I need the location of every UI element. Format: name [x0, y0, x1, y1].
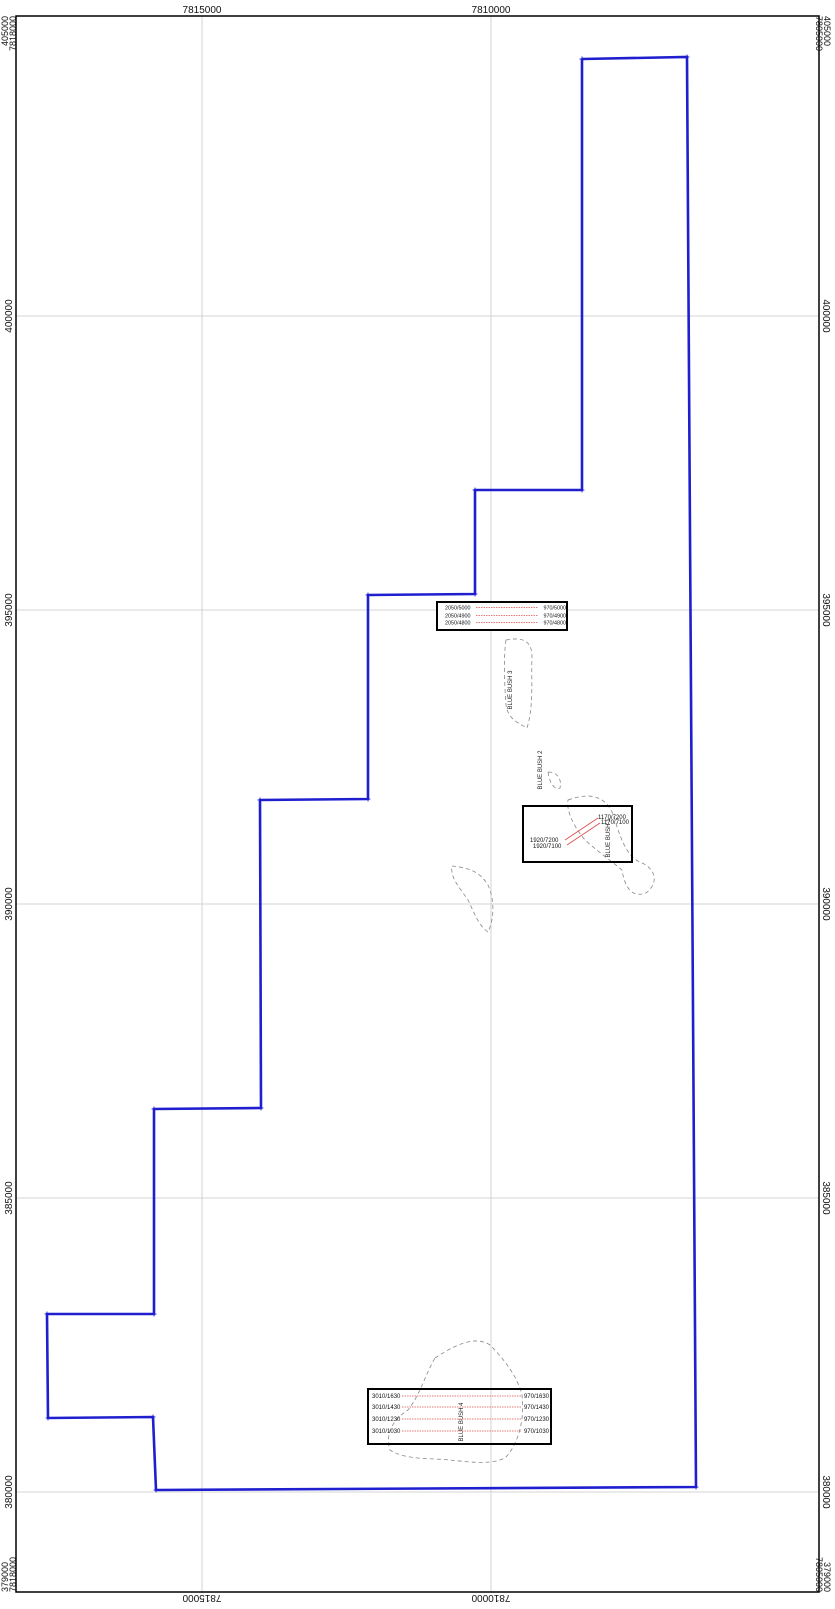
right-northing-label: 395000 [820, 593, 831, 627]
line-end-label: 970/1030 [524, 1429, 550, 1435]
boundary-vertex [44, 1311, 50, 1317]
corner-northing: 379000 [822, 1562, 832, 1592]
boundary-vertex [472, 591, 478, 597]
line-group-box [367, 1388, 552, 1445]
line-end-label: 970/4900 [544, 614, 566, 620]
right-northing-label: 385000 [820, 1181, 831, 1215]
line-group-middle: 1920/7200 1920/7100 1170/7200 1170/7100 [522, 805, 633, 863]
line-end-label: 970/1630 [524, 1394, 550, 1400]
boundary-vertex [365, 592, 371, 598]
left-northing-label: 400000 [4, 299, 15, 333]
boundary-vertex [151, 1106, 157, 1112]
boundary-vertex [151, 1311, 157, 1317]
left-northing-label: 395000 [4, 593, 15, 627]
survey-line [566, 822, 601, 846]
corner-northing: 379000 [0, 1562, 10, 1592]
right-northing-label: 390000 [820, 887, 831, 921]
boundary-vertex [257, 797, 263, 803]
boundary-vertex [150, 1414, 156, 1420]
line-group-box [436, 601, 568, 631]
line-start-label: 1920/7100 [533, 844, 562, 850]
area-label: BLUE BUSH 1 [606, 818, 612, 858]
area-label: BLUE BUSH 4 [459, 1402, 465, 1442]
grid [16, 16, 819, 1592]
boundary-vertex [365, 796, 371, 802]
line-start-label: 3010/1630 [372, 1394, 401, 1400]
boundary-vertex [684, 54, 690, 60]
line-start-label: 2050/5000 [445, 606, 470, 612]
line-start-label: 3010/1430 [372, 1405, 401, 1411]
line-start-label: 1920/7200 [530, 838, 559, 844]
corner-easting: 7818000 [8, 1557, 18, 1592]
area-label: BLUE BUSH 3 [508, 670, 514, 710]
blue-bush-2-outline [547, 771, 561, 789]
corner-label-top-left: 405000 7818000 [0, 16, 18, 51]
top-easting-label: 7810000 [472, 5, 511, 16]
corner-label-bottom-left: 379000 7818000 [0, 1557, 18, 1592]
line-start-label: 2050/4800 [445, 621, 470, 627]
corner-label-bottom-right: 379000 7805000 [814, 1557, 832, 1592]
corner-easting: 7805000 [814, 1557, 824, 1592]
line-end-label: 970/1430 [524, 1405, 550, 1411]
blue-bush-3-outline [504, 638, 533, 729]
bottom-easting-label: 7815000 [182, 1592, 221, 1603]
line-end-label: 1170/7100 [601, 820, 630, 826]
line-start-label: 3010/1230 [372, 1417, 401, 1423]
line-start-label: 3010/1030 [372, 1429, 401, 1435]
top-easting-label: 7815000 [183, 5, 222, 16]
corner-northing: 405000 [0, 16, 10, 46]
corner-label-top-right: 405000 7805000 [814, 16, 832, 51]
line-group-box [522, 805, 633, 863]
blue-bush-1-outline [567, 795, 655, 895]
corner-northing: 405000 [822, 16, 832, 46]
boundary-vertex [472, 487, 478, 493]
line-end-label: 970/5000 [544, 606, 566, 612]
line-end-label: 1170/7200 [598, 815, 627, 821]
unnamed-area-outline [451, 865, 494, 933]
line-end-label: 970/4800 [544, 621, 566, 627]
left-northing-label: 390000 [4, 887, 15, 921]
left-northing-label: 385000 [4, 1181, 15, 1215]
area-outlines [388, 638, 655, 1463]
line-group-bottom: 3010/1630 3010/1430 3010/1230 3010/1030 … [367, 1388, 552, 1445]
blue-bush-4-outline [388, 1340, 524, 1463]
left-northing-label: 380000 [4, 1475, 15, 1509]
line-end-label: 970/1230 [524, 1417, 550, 1423]
boundary-vertex [153, 1487, 159, 1493]
survey-line [564, 817, 599, 841]
boundary-vertex [579, 56, 585, 62]
line-start-label: 2050/4900 [445, 614, 470, 620]
boundary-vertex [579, 487, 585, 493]
area-label: BLUE BUSH 2 [538, 750, 544, 790]
corner-easting: 7818000 [8, 16, 18, 51]
map-frame [15, 15, 820, 1593]
boundary-vertex [258, 1105, 264, 1111]
boundary-vertex [693, 1484, 699, 1490]
right-northing-label: 380000 [820, 1475, 831, 1509]
right-northing-label: 400000 [820, 299, 831, 333]
tenement-vertices [44, 54, 699, 1493]
boundary-vertex [45, 1415, 51, 1421]
line-group-top: 2050/5000 2050/4900 2050/4800 970/5000 9… [436, 601, 568, 631]
corner-easting: 7805000 [814, 16, 824, 51]
tenement-boundary [45, 55, 698, 1492]
bottom-easting-label: 7810000 [471, 1592, 510, 1603]
